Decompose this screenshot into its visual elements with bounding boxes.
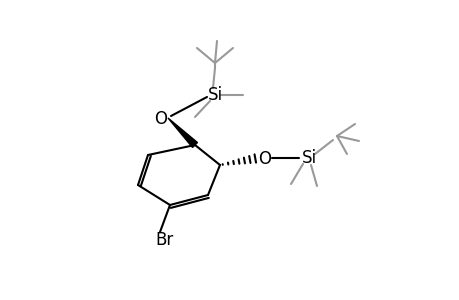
Text: Si: Si (301, 149, 316, 167)
Polygon shape (168, 118, 197, 148)
Text: Br: Br (156, 231, 174, 249)
Text: O: O (258, 150, 271, 168)
Text: O: O (154, 110, 167, 128)
Text: Si: Si (207, 86, 222, 104)
